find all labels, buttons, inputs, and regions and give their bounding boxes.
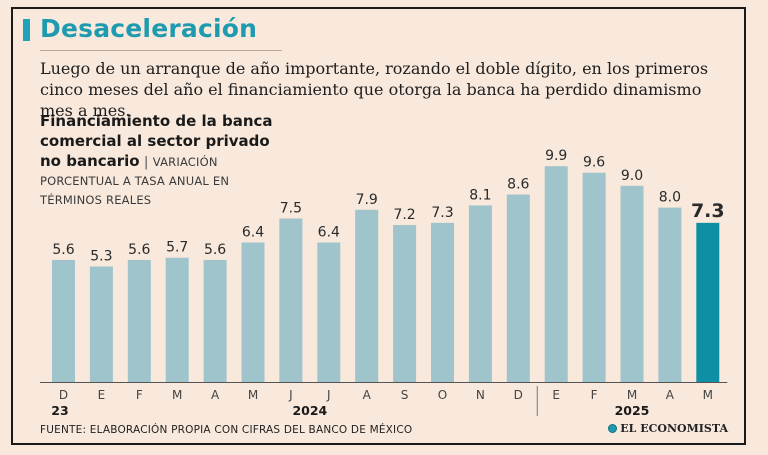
x-tick-label: J [326,388,331,402]
bar [89,266,113,382]
x-tick-label: E [552,388,560,402]
bar-value-label: 7.3 [691,200,725,222]
bar [52,259,75,382]
headline-rule [40,50,282,51]
bar-value-label: 5.6 [128,242,150,258]
year-label: 2024 [292,403,327,418]
bar [127,259,151,382]
x-tick-label: D [59,388,68,402]
bar-value-label: 7.9 [356,192,378,208]
bar-value-label: 9.6 [583,155,605,171]
bar-value-label: 9.9 [545,148,567,164]
bar-value-label: 8.6 [507,177,529,193]
bar [165,257,189,382]
x-tick-label: F [591,388,598,402]
x-tick-label: M [172,388,182,402]
bar [431,222,454,382]
year-label: 23 [51,403,68,418]
bar-value-label: 7.5 [280,201,302,217]
bar-value-label: 8.1 [469,187,491,203]
x-tick-label: D [514,388,523,402]
bar [506,194,530,382]
year-label: 2025 [615,403,650,418]
bar [468,205,492,382]
bar [544,166,568,382]
x-tick-label: E [98,388,106,402]
bar [241,242,265,382]
bar [658,207,682,382]
bar [696,222,720,382]
bar-value-label: 5.6 [204,242,226,258]
x-tick-label: A [666,388,675,402]
lede-text: Luego de un arranque de año importante, … [40,59,709,120]
brand-name: EL ECONOMISTA [620,422,728,435]
source-note: FUENTE: ELABORACIÓN PROPIA CON CIFRAS DE… [40,424,413,436]
x-tick-label: N [476,388,485,402]
brand-logo: EL ECONOMISTA [608,422,728,435]
bar-value-label: 8.0 [659,190,681,206]
bar-value-label: 6.4 [318,224,340,240]
x-tick-label: O [438,388,447,402]
bar [317,242,341,382]
bar-value-label: 9.0 [621,168,643,184]
chart-subtitle: VARIACIÓN PORCENTUAL A TASA ANUAL EN TÉR… [40,155,230,207]
brand-mark-icon [608,424,618,433]
x-tick-label: M [703,388,713,402]
bar-value-label: 7.3 [431,205,453,221]
headline-accent-bar [23,19,30,41]
bar [279,218,303,382]
x-tick-label: A [211,388,220,402]
x-tick-label: M [248,388,258,402]
infographic-frame [11,7,746,445]
chart-title: Financiamiento de la banca comercial al … [40,112,295,210]
bar-value-label: 5.3 [90,248,112,264]
bar [203,259,227,382]
bar [393,225,417,382]
x-tick-label: J [288,388,293,402]
bar-value-label: 5.6 [52,242,74,258]
x-tick-label: M [627,388,637,402]
bar-value-label: 5.7 [166,240,188,256]
x-tick-label: S [401,388,409,402]
bar-value-label: 6.4 [242,224,264,240]
bar [582,172,606,382]
x-tick-label: A [363,388,372,402]
bar [620,185,644,382]
chart-title-main: Financiamiento de la banca comercial al … [40,112,273,170]
headline: Desaceleración [40,14,258,43]
chart-title-separator: | [143,154,149,170]
x-tick-label: F [136,388,143,402]
bar-value-label: 7.2 [393,207,415,223]
bar [355,209,379,382]
